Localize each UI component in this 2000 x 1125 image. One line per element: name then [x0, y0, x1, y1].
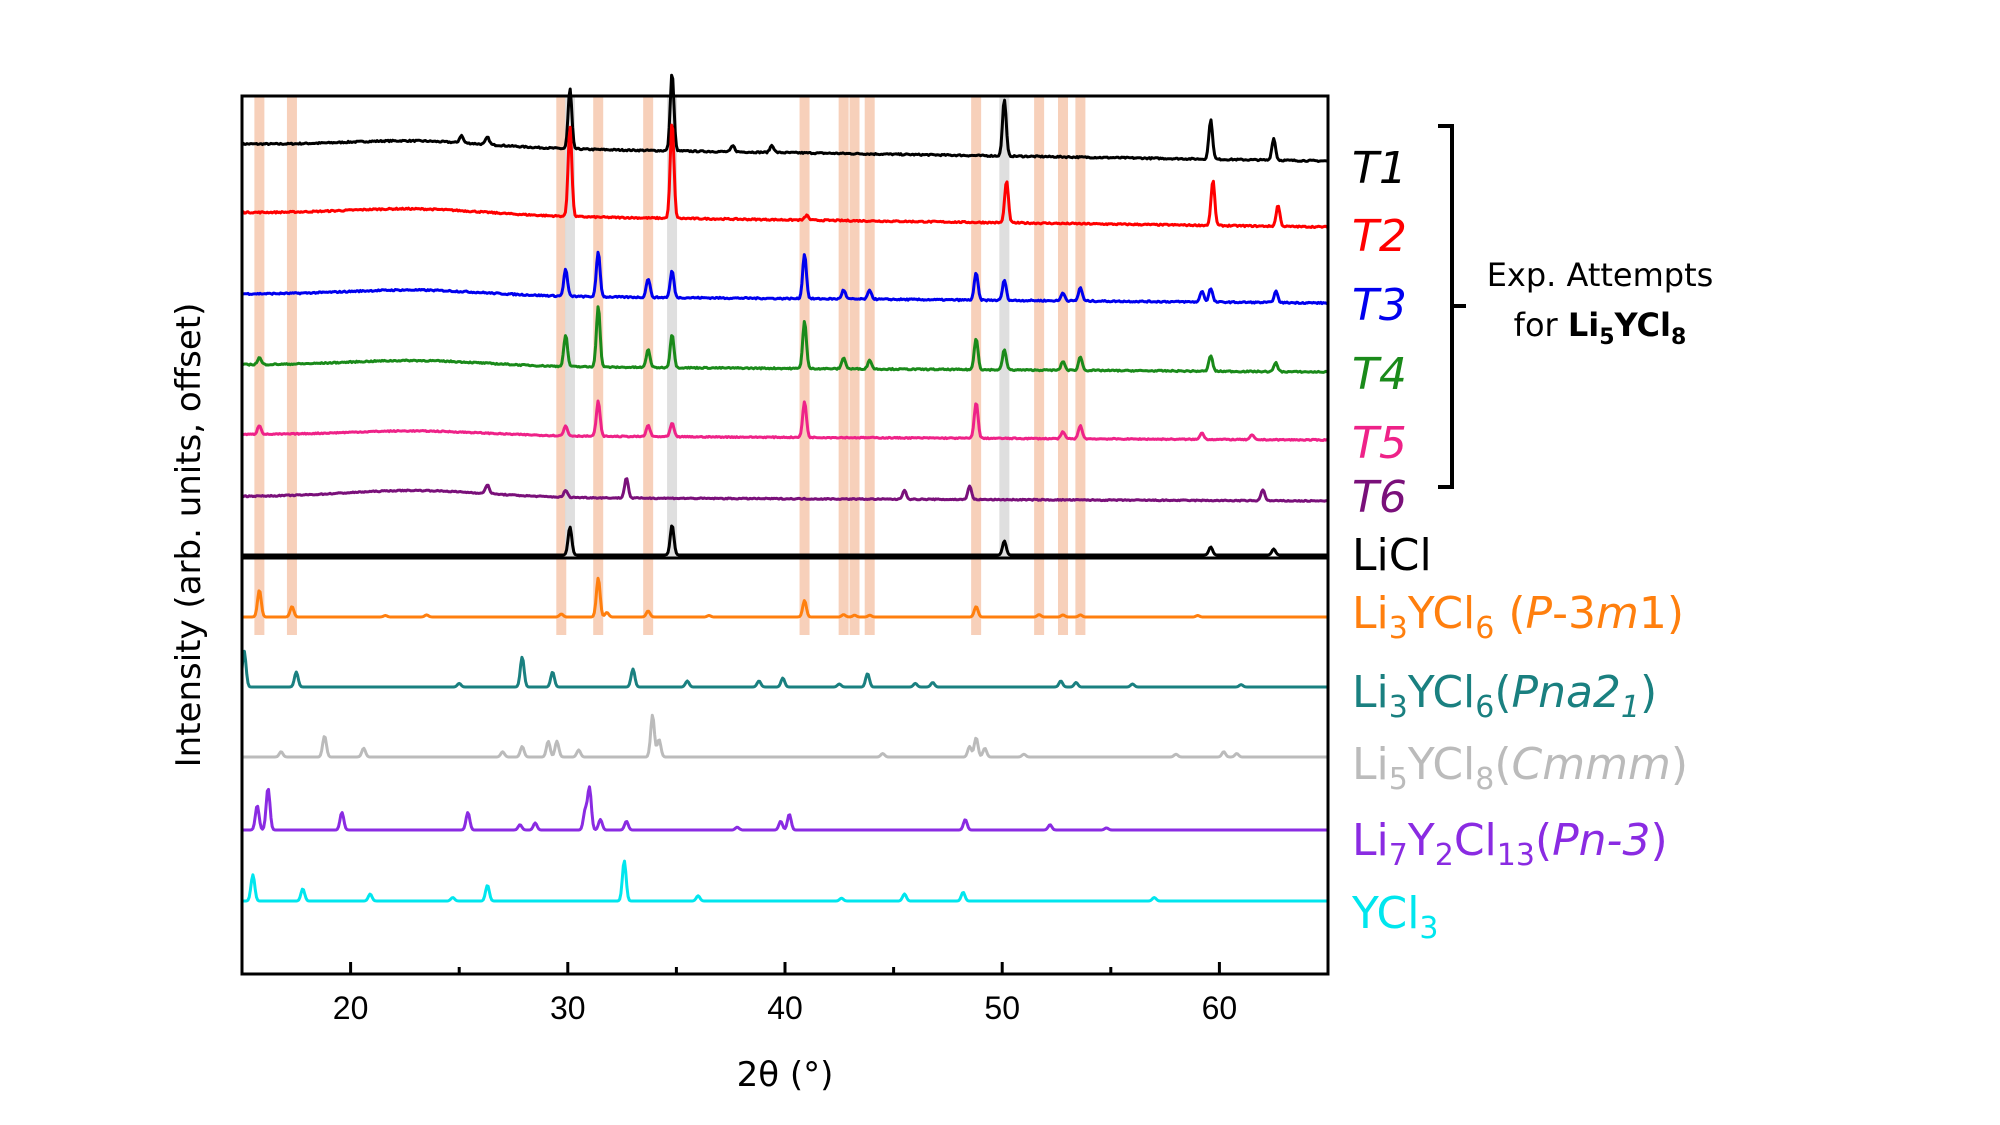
trace-t5 — [241, 399, 1329, 442]
label-T1: T1 — [1352, 143, 1407, 194]
trace-t1 — [240, 73, 1329, 163]
orange-band-5 — [799, 96, 810, 635]
orange-band-8 — [864, 96, 875, 635]
plot-frame — [240, 94, 1330, 976]
x-tick-label-50: 50 — [984, 990, 1020, 1026]
annotation-line2: for Li5YCl8 — [1514, 306, 1687, 350]
attempts-bracket — [1438, 124, 1466, 489]
x-tick-label-30: 30 — [550, 990, 586, 1026]
series-traces — [240, 73, 1329, 903]
label-li7y2cl13-pn3: Li7Y2Cl13(Pn-3) — [1352, 815, 1668, 873]
orange-band-10 — [1034, 96, 1045, 635]
gray-band-0 — [564, 96, 575, 558]
orange-band-4 — [643, 96, 654, 635]
label-T2: T2 — [1352, 211, 1407, 262]
label-li3ycl6-pna21: Li3YCl6(Pna21) — [1352, 667, 1657, 725]
gray-band-2 — [999, 96, 1010, 558]
x-tick-label-40: 40 — [767, 990, 803, 1026]
trace-li7y2cl13-pn3 — [241, 785, 1329, 832]
trace-t3 — [241, 250, 1329, 306]
trace-li3ycl6-pna21 — [240, 649, 1329, 689]
orange-band-0 — [254, 96, 265, 635]
label-T5: T5 — [1352, 418, 1407, 469]
annotation-line1: Exp. Attempts — [1487, 256, 1714, 294]
x-tick-label-60: 60 — [1202, 990, 1238, 1026]
x-tick-label-20: 20 — [333, 990, 369, 1026]
label-li3ycl6-p3m1: Li3YCl6 (P-3m1) — [1352, 588, 1684, 646]
label-li5ycl8-cmmm: Li5YCl8(Cmmm) — [1352, 739, 1688, 797]
x-axis-title: 2θ (°) — [737, 1055, 834, 1095]
y-axis-title: Intensity (arb. units, offset) — [169, 303, 209, 768]
label-T4: T4 — [1352, 349, 1407, 400]
label-ycl3: YCl3 — [1351, 888, 1439, 946]
orange-band-3 — [593, 96, 604, 635]
trace-t6 — [241, 477, 1329, 503]
orange-band-12 — [1075, 96, 1086, 635]
trace-licl — [241, 524, 1329, 557]
label-T3: T3 — [1352, 280, 1407, 331]
orange-band-11 — [1058, 96, 1069, 635]
trace-t4 — [241, 305, 1329, 374]
orange-band-7 — [849, 96, 860, 635]
orange-band-9 — [971, 96, 982, 635]
label-T6: T6 — [1352, 472, 1407, 523]
gray-band-1 — [667, 96, 678, 558]
x-axis-ticks: 20 30 40 50 60 — [240, 962, 1330, 1026]
trace-ycl3 — [241, 859, 1329, 903]
trace-li5ycl8-cmmm — [241, 713, 1329, 759]
orange-band-6 — [838, 96, 849, 635]
trace-t2 — [241, 123, 1329, 229]
label-LiCl: LiCl — [1352, 530, 1432, 581]
trace-li3ycl6-p3m1 — [241, 576, 1329, 619]
